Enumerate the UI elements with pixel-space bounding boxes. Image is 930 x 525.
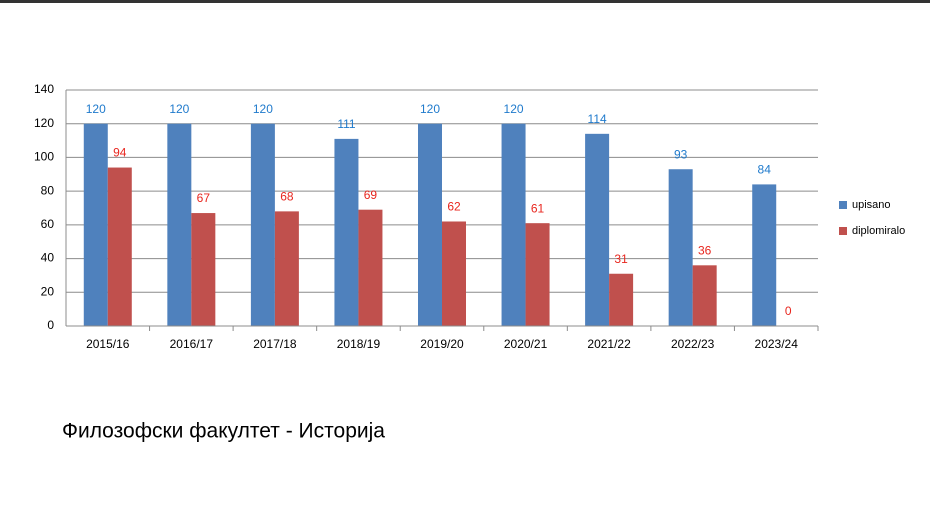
legend-label: upisano [852, 199, 891, 211]
data-label: 93 [674, 147, 688, 161]
data-label: 120 [169, 102, 189, 116]
x-tick-label: 2016/17 [170, 337, 214, 351]
y-tick-label: 120 [34, 116, 54, 130]
bar [501, 123, 526, 326]
data-label: 0 [785, 304, 792, 318]
data-label: 120 [504, 102, 524, 116]
legend-label: diplomiralo [852, 225, 905, 237]
x-tick-label: 2020/21 [504, 337, 548, 351]
bar [107, 167, 132, 326]
data-label: 61 [531, 201, 545, 215]
bar [358, 209, 383, 326]
y-tick-label: 100 [34, 150, 54, 164]
bar [585, 133, 610, 326]
data-label: 31 [614, 252, 628, 266]
bar [668, 169, 693, 326]
data-label: 68 [280, 190, 294, 204]
data-label: 120 [420, 102, 440, 116]
legend-swatch [839, 201, 847, 209]
x-tick-label: 2019/20 [420, 337, 464, 351]
x-tick-label: 2017/18 [253, 337, 297, 351]
y-tick-label: 140 [34, 82, 54, 96]
data-label: 120 [253, 102, 273, 116]
legend-swatch [839, 227, 847, 235]
x-tick-label: 2021/22 [587, 337, 631, 351]
data-label: 111 [337, 117, 356, 131]
y-tick-label: 0 [47, 318, 54, 332]
bar [274, 211, 299, 326]
bar [609, 273, 634, 326]
bar [418, 123, 442, 326]
caption: Филозофски факултет - Историја [62, 420, 385, 443]
bar [191, 213, 216, 326]
y-tick-label: 80 [41, 183, 55, 197]
data-label: 36 [698, 243, 712, 257]
bar [442, 221, 466, 326]
data-label: 94 [113, 146, 127, 160]
data-label: 114 [588, 112, 607, 126]
bar [250, 123, 275, 326]
bar [525, 223, 550, 326]
x-tick-label: 2022/23 [671, 337, 715, 351]
bar [167, 123, 192, 326]
y-tick-label: 60 [41, 217, 55, 231]
x-tick-label: 2015/16 [86, 337, 130, 351]
y-tick-label: 40 [41, 251, 55, 265]
x-tick-label: 2018/19 [337, 337, 381, 351]
data-label: 69 [364, 188, 378, 202]
data-label: 67 [197, 191, 211, 205]
y-tick-label: 20 [41, 284, 55, 298]
bar [334, 138, 359, 326]
bar [752, 184, 777, 326]
data-label: 120 [86, 102, 106, 116]
bar [83, 123, 108, 326]
data-label: 84 [758, 163, 772, 177]
bar [692, 265, 717, 326]
top-border [0, 0, 930, 3]
data-label: 62 [447, 200, 461, 214]
x-tick-label: 2023/24 [755, 337, 799, 351]
